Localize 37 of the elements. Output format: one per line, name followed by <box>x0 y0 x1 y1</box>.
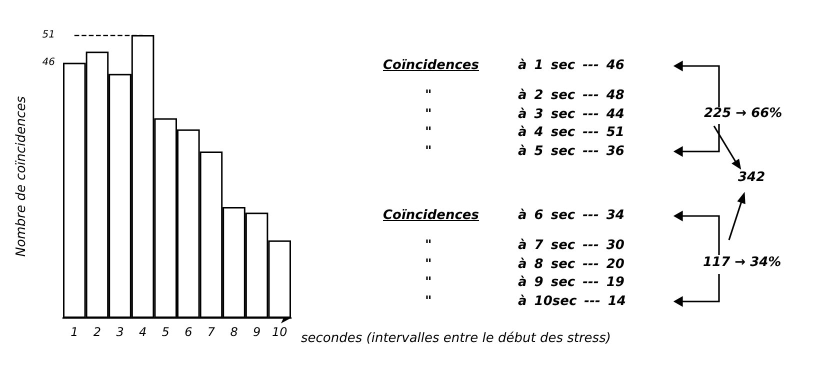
text: à 5 sec --- 36 <box>518 144 624 160</box>
text: " <box>425 275 432 291</box>
text: 117 → 34% <box>703 255 782 271</box>
x-tick-label: 7 <box>207 325 216 339</box>
text: à 7 sec --- 30 <box>518 238 624 254</box>
text: " <box>425 144 432 160</box>
text: à 4 sec --- 51 <box>518 125 624 141</box>
text: Coïncidences <box>383 208 479 224</box>
text: à 1 sec --- 46 <box>518 58 624 74</box>
text: 225 → 66% <box>704 106 782 122</box>
text: " <box>425 294 432 310</box>
x-axis-title: secondes (intervalles entre le début des stress) <box>301 331 611 346</box>
text: Coïncidences <box>383 58 479 74</box>
x-tick-label: 5 <box>162 325 170 339</box>
x-tick-label: 2 <box>93 325 102 339</box>
x-tick-label: 6 <box>184 325 193 339</box>
text: à 3 sec --- 44 <box>518 106 624 122</box>
text: " <box>425 88 432 104</box>
y-tick-label: 46 <box>42 57 55 68</box>
y-tick-label: 51 <box>42 30 55 40</box>
text: à 2 sec --- 48 <box>518 88 624 104</box>
x-tick-label: 9 <box>252 325 261 339</box>
text: 342 <box>738 170 766 186</box>
text: " <box>425 256 432 272</box>
text: à 8 sec --- 20 <box>518 256 624 272</box>
text: " <box>425 238 432 254</box>
x-tick-label: 10 <box>272 325 288 339</box>
x-tick-label: 8 <box>230 325 238 339</box>
x-tick-label: 3 <box>116 325 124 339</box>
text: " <box>425 125 432 141</box>
text: " <box>425 106 432 122</box>
text: à 6 sec --- 34 <box>518 208 624 224</box>
x-tick-label: 1 <box>70 325 78 339</box>
x-tick-label: 4 <box>138 325 147 339</box>
y-axis-title: Nombre de coïncidences <box>14 96 29 257</box>
text: à 9 sec --- 19 <box>518 275 624 291</box>
text: à 10sec --- 14 <box>518 294 626 310</box>
